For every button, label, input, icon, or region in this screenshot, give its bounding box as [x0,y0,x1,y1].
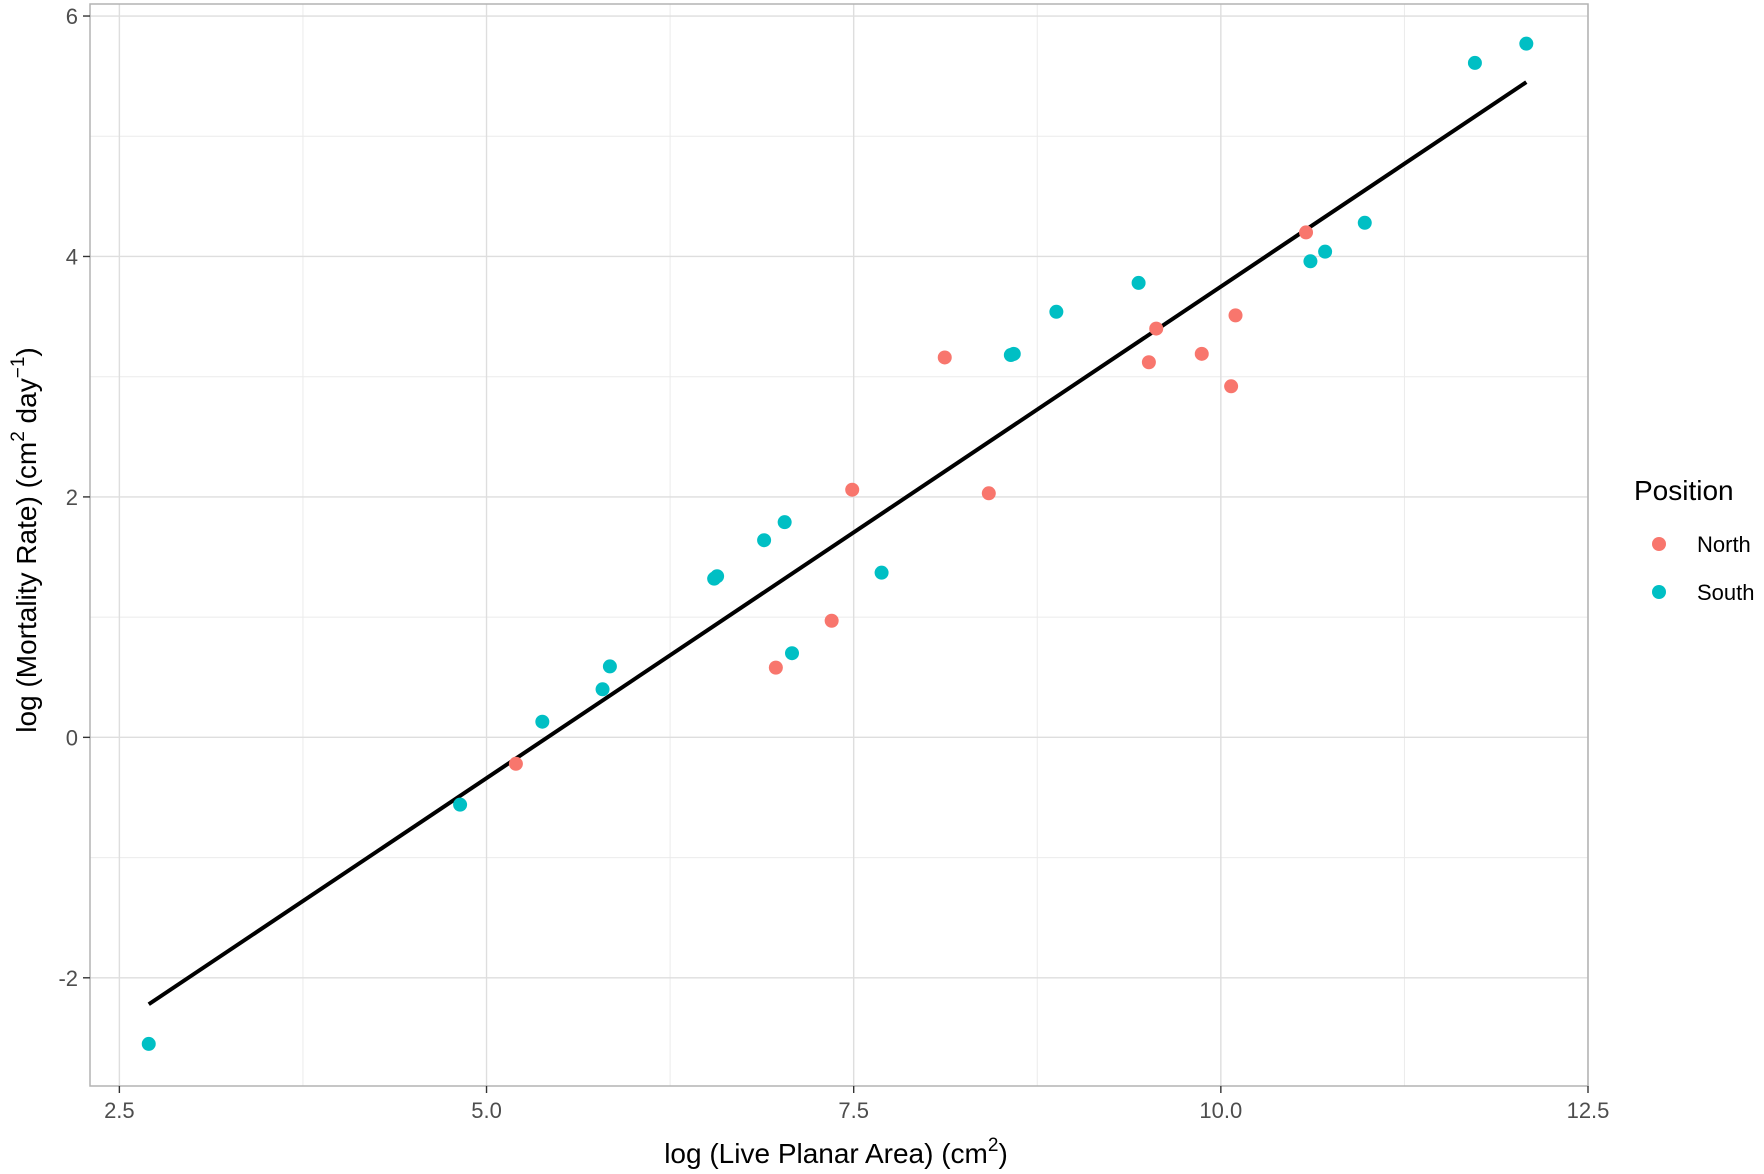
y-axis-title-tail: ) [11,347,42,356]
legend-label-south: South [1697,580,1755,605]
data-point-south [785,646,800,661]
data-point-north [1224,379,1239,394]
x-axis-title-sup: 2 [988,1135,999,1156]
plot-panel-border [89,3,1589,1087]
data-point-south [777,515,792,530]
regression-line [147,80,1528,1006]
data-point-south [757,533,772,548]
y-axis-ticks: -2 0 2 4 6 [58,4,90,991]
data-point-south [1357,215,1372,230]
fit-line [147,80,1528,1006]
y-axis-title-main: log (Mortality Rate) (cm [11,442,42,733]
data-point-south [595,682,610,697]
data-point-north [768,660,783,675]
major-gridlines [90,4,1589,1086]
data-point-south [141,1036,156,1051]
legend-key-south [1652,585,1666,599]
data-point-south [710,569,725,584]
data-point-south [453,797,468,812]
data-point-south [874,565,889,580]
data-point-south [535,714,550,729]
data-point-north [1228,308,1243,323]
y-axis-title: log (Mortality Rate) (cm2 day−1) [8,347,42,732]
data-point-north [1194,346,1209,361]
x-axis-title: log (Live Planar Area) (cm2) [664,1135,1008,1169]
x-axis-title-tail: ) [998,1138,1007,1169]
x-tick-label: 2.5 [104,1098,135,1123]
data-point-south [1303,254,1318,269]
legend-key-north [1652,537,1666,551]
data-point-south [1131,275,1146,290]
data-point-south [1049,304,1064,319]
y-tick-label: 4 [66,244,78,269]
legend-title: Position [1634,475,1734,506]
data-point-north [981,486,996,501]
data-point-north [1299,225,1314,240]
data-point-north [1141,355,1156,370]
y-axis-title-sup2: −1 [8,357,29,379]
y-axis-title-mid: day [11,378,42,431]
data-point-north [824,613,839,628]
y-tick-label: 0 [66,725,78,750]
data-point-north [845,482,860,497]
data-point-south [602,659,617,674]
x-tick-label: 5.0 [471,1098,502,1123]
y-tick-label: 2 [66,485,78,510]
minor-gridlines [90,4,1588,1086]
data-point-south [1318,244,1333,259]
y-tick-label: 6 [66,4,78,29]
data-point-north [1149,321,1164,336]
legend: Position North South [1634,475,1755,605]
y-axis-title-sup1: 2 [8,431,29,442]
data-point-south [1467,55,1482,70]
x-tick-label: 12.5 [1567,1098,1610,1123]
data-points [141,36,1534,1051]
data-point-north [508,756,523,771]
x-tick-label: 7.5 [838,1098,869,1123]
x-axis-title-main: log (Live Planar Area) (cm [664,1138,988,1169]
y-tick-label: -2 [58,966,78,991]
x-axis-ticks: 2.5 5.0 7.5 10.0 12.5 [104,1086,1609,1123]
data-point-south [1006,346,1021,361]
x-tick-label: 10.0 [1199,1098,1242,1123]
legend-label-north: North [1697,532,1751,557]
data-point-south [1519,36,1534,51]
data-point-north [937,350,952,365]
